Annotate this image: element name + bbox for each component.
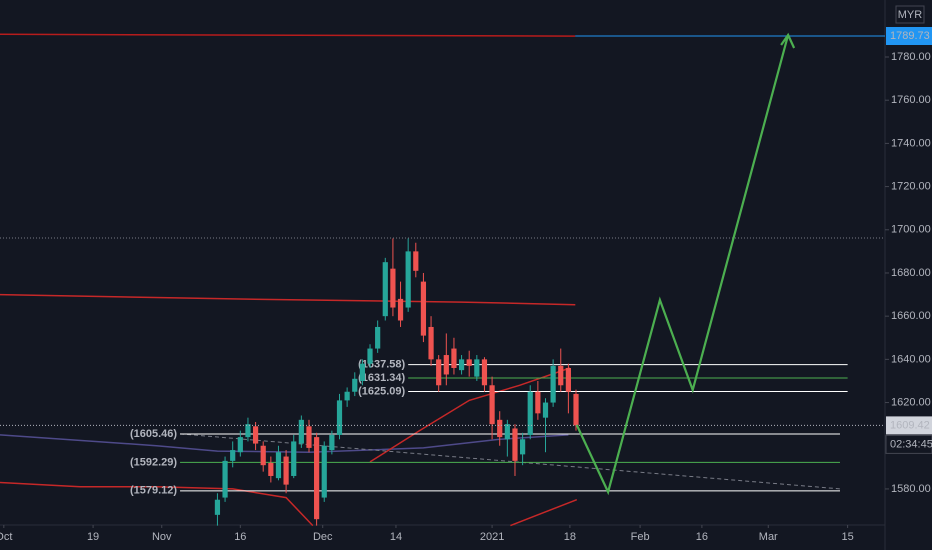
last-price-box	[886, 416, 932, 435]
y-tick-label: 1720.00	[891, 180, 931, 192]
y-tick-label: 1660.00	[891, 310, 931, 322]
candle-body	[306, 426, 312, 448]
candle-body	[375, 326, 381, 349]
x-tick-label: 15	[841, 531, 853, 543]
countdown-box	[885, 434, 932, 454]
candle-body	[237, 437, 243, 453]
y-tick-label: 1680.00	[891, 267, 931, 279]
candle-body	[458, 359, 465, 371]
projection-path	[575, 34, 790, 496]
moving-average	[369, 367, 571, 463]
candle-body	[573, 393, 579, 426]
moving-average	[0, 33, 576, 37]
candle-body	[451, 348, 457, 368]
moving-average	[0, 293, 576, 306]
candle-body	[260, 445, 266, 466]
candle-body	[413, 251, 419, 271]
countdown: 02:34:45	[890, 438, 932, 450]
candle-body	[283, 456, 289, 485]
target-price: 1789.73	[890, 30, 930, 42]
candle-body	[222, 460, 228, 498]
candle-body	[565, 367, 571, 392]
candle-body	[214, 499, 221, 515]
candle-body	[367, 348, 373, 364]
candle-body	[321, 445, 327, 498]
candle-body	[275, 452, 282, 479]
moving-average	[510, 499, 578, 527]
candle-body	[527, 391, 533, 435]
candle-body	[474, 359, 480, 377]
currency-box[interactable]	[895, 5, 925, 24]
candle-body	[436, 359, 442, 386]
candle-body	[336, 400, 343, 435]
candle-body	[298, 419, 304, 444]
x-tick-label: Mar	[759, 531, 778, 543]
moving-average	[0, 481, 314, 527]
candle-body	[558, 365, 564, 386]
candle-body	[329, 434, 335, 451]
candle-body	[550, 365, 556, 403]
candle-body	[344, 391, 350, 401]
level-label: (1592.29)	[130, 456, 177, 468]
x-tick-label: Dec	[313, 531, 333, 543]
currency: MYR	[898, 9, 923, 21]
candle-body	[542, 402, 549, 418]
candle-body	[428, 326, 434, 360]
y-tick-label: 1700.00	[891, 224, 931, 236]
x-tick-label: 14	[390, 531, 402, 543]
x-tick-label: Nov	[152, 531, 172, 543]
candle-body	[466, 359, 472, 366]
x-tick-label: 16	[234, 531, 246, 543]
candle-body	[268, 463, 274, 476]
candle-body	[512, 428, 518, 461]
level-label: (1605.46)	[130, 428, 177, 440]
candle-body	[397, 298, 404, 321]
level-label: (1625.09)	[358, 385, 405, 397]
trend-line	[180, 433, 841, 490]
candle-body	[252, 426, 259, 444]
candle-body	[420, 281, 427, 336]
last-price: 1609.42	[890, 419, 930, 431]
candle-body	[245, 424, 251, 438]
level-label: (1579.12)	[130, 485, 177, 497]
candle-body	[359, 363, 365, 381]
y-tick-label: 1780.00	[891, 51, 931, 63]
x-tick-label: 18	[564, 531, 576, 543]
y-tick-label: 1580.00	[891, 483, 931, 495]
candle-body	[291, 441, 297, 476]
plot: (1637.58) (1631.34)(1625.09) (1605.46) (159…	[0, 32, 885, 527]
x-tick-label: 16	[696, 531, 708, 543]
y-tick-label: 1640.00	[891, 353, 931, 365]
y-tick-label: 1620.00	[891, 396, 931, 408]
x-tick-label: Oct	[0, 531, 12, 543]
candle-body	[535, 391, 541, 414]
candle-body	[405, 251, 411, 308]
candle-body	[504, 424, 510, 440]
candle-body	[314, 437, 320, 520]
candle-body	[520, 439, 526, 455]
y-tick-label: 1740.00	[891, 137, 931, 149]
candle-body	[497, 419, 503, 438]
candle-body	[382, 262, 388, 317]
candle-body	[481, 359, 488, 386]
level-label: (1637.58)	[358, 358, 405, 370]
projection-arrowhead	[780, 32, 796, 49]
candle-body	[489, 385, 495, 425]
y-tick-label: 1760.00	[891, 94, 931, 106]
candle-body	[352, 378, 358, 392]
x-tick-label: 2021	[480, 531, 504, 543]
x-tick-label: 19	[87, 531, 99, 543]
x-tick-label: Feb	[631, 531, 650, 543]
target-price-box	[886, 27, 932, 46]
candle-body	[230, 450, 236, 461]
level-label: (1631.34)	[358, 372, 405, 384]
candle-body	[390, 268, 396, 308]
candle-body	[443, 355, 449, 375]
